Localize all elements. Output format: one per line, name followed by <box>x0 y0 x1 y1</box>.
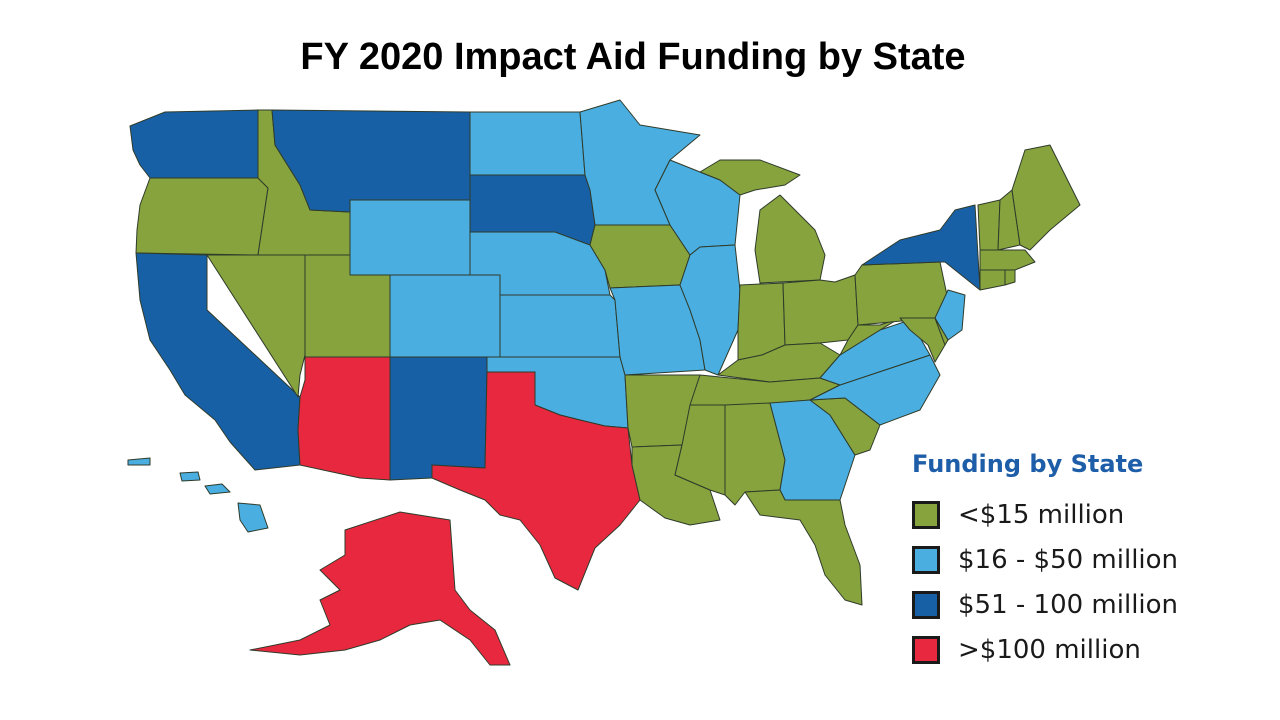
state-CA <box>135 252 301 471</box>
state-TX <box>431 371 641 591</box>
state-RI <box>1004 269 1016 286</box>
state-ME <box>1011 144 1081 251</box>
state-WV <box>839 317 901 356</box>
state-DE <box>934 317 949 346</box>
legend-swatch <box>912 635 940 664</box>
state-WA <box>129 109 259 179</box>
state-CO <box>389 274 501 358</box>
legend-item: $16 - $50 million <box>912 537 1178 582</box>
legend-label: $16 - $50 million <box>958 544 1179 575</box>
legend-label: $51 - 100 million <box>958 589 1179 620</box>
legend-label: >$100 million <box>958 634 1141 665</box>
legend-swatch <box>912 500 940 529</box>
legend-swatch <box>912 590 940 619</box>
state-HI <box>127 457 269 533</box>
state-NM <box>389 356 488 481</box>
legend-item: <$15 million <box>912 492 1178 537</box>
legend-swatch <box>912 545 940 574</box>
state-FL <box>744 489 863 606</box>
legend-title: Funding by State <box>912 450 1144 478</box>
state-AZ <box>297 356 391 481</box>
state-OH <box>782 274 859 346</box>
state-AK <box>249 511 511 666</box>
state-MA <box>979 249 1036 271</box>
state-NJ <box>934 289 966 341</box>
legend-items: <$15 million $16 - $50 million $51 - 100 m… <box>912 492 1178 672</box>
map-title: FY 2020 Impact Aid Funding by State <box>300 36 966 78</box>
state-MI <box>699 159 826 284</box>
legend: Funding by State <$15 million $16 - $50 m… <box>912 450 1178 672</box>
legend-label: <$15 million <box>958 499 1125 530</box>
state-OR <box>135 177 269 256</box>
state-KS <box>499 294 621 358</box>
legend-item: $51 - 100 million <box>912 582 1178 627</box>
state-ND <box>469 111 586 176</box>
state-NY <box>861 204 981 291</box>
state-WI <box>654 159 741 256</box>
state-VT <box>977 199 1001 251</box>
state-PA <box>854 261 949 326</box>
legend-item: >$100 million <box>912 627 1178 672</box>
state-CT <box>979 269 1006 291</box>
state-WY <box>349 199 471 276</box>
